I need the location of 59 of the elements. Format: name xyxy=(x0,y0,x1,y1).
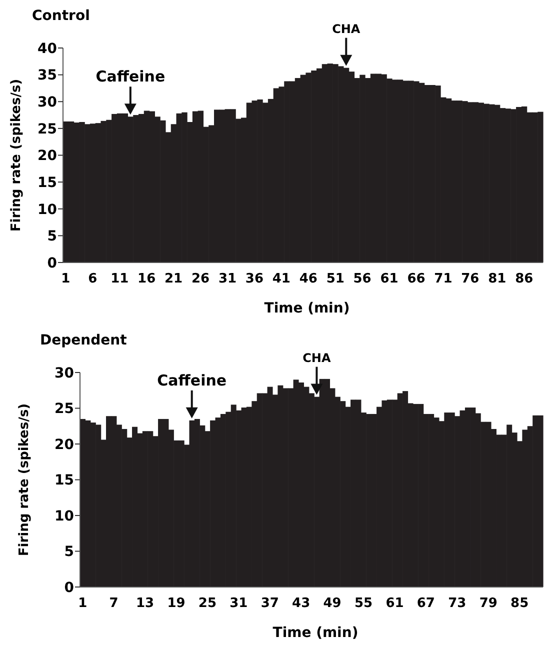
x-tick-label: 1 xyxy=(61,272,70,286)
x-tick-label: 55 xyxy=(354,596,373,611)
x-tick-label: 11 xyxy=(110,272,129,286)
x-tick-label: 61 xyxy=(386,596,404,611)
x-tick-label: 71 xyxy=(434,272,452,286)
y-tick-label: 5 xyxy=(64,544,74,560)
y-tick-label: 35 xyxy=(38,68,57,84)
annotation: Caffeine xyxy=(157,371,227,390)
chart-title: Control xyxy=(32,8,90,24)
x-axis-title: Time (min) xyxy=(264,300,350,316)
y-axis-title: Firing rate (spikes/s) xyxy=(17,403,32,556)
x-tick-label: 1 xyxy=(78,596,88,611)
x-tick-label: 61 xyxy=(380,272,398,286)
x-tick-label: 56 xyxy=(353,272,372,286)
x-axis-title: Time (min) xyxy=(272,625,358,641)
x-tick-label: 43 xyxy=(292,596,310,611)
y-tick-label: 5 xyxy=(47,228,57,245)
y-tick-label: 40 xyxy=(38,40,58,57)
chart-title: Dependent xyxy=(40,332,128,348)
y-tick-label: 25 xyxy=(54,401,74,418)
x-tick-label: 73 xyxy=(448,596,466,611)
y-tick-label: 0 xyxy=(64,580,74,596)
x-tick-label: 51 xyxy=(326,272,344,286)
x-tick-label: 7 xyxy=(109,596,118,611)
y-tick-label: 15 xyxy=(38,174,57,191)
y-tick-label: 10 xyxy=(38,202,58,218)
x-tick-label: 79 xyxy=(479,596,498,611)
x-tick-label: 46 xyxy=(299,272,318,286)
x-tick-label: 81 xyxy=(488,272,506,286)
y-tick-label: 10 xyxy=(54,508,74,524)
y-axis-title: Firing rate (spikes/s) xyxy=(9,78,24,232)
x-tick-label: 66 xyxy=(407,272,426,286)
x-tick-label: 6 xyxy=(88,272,98,286)
x-tick-label: 76 xyxy=(461,272,480,286)
x-tick-label: 31 xyxy=(230,596,248,611)
x-tick-label: 13 xyxy=(136,596,154,611)
x-tick-label: 67 xyxy=(416,596,435,611)
y-tick-label: 30 xyxy=(38,94,58,111)
x-tick-label: 41 xyxy=(272,272,290,286)
x-tick-label: 26 xyxy=(191,272,210,286)
x-tick-label: 19 xyxy=(167,596,186,611)
annotation: Caffeine xyxy=(96,68,166,86)
x-tick-label: 85 xyxy=(510,596,529,611)
y-tick-label: 25 xyxy=(38,121,57,138)
x-tick-label: 49 xyxy=(323,596,342,611)
annotation: CHA xyxy=(302,350,332,365)
x-tick-label: 36 xyxy=(245,272,264,286)
y-tick-label: 20 xyxy=(54,436,74,453)
y-tick-label: 0 xyxy=(47,255,58,272)
annotation: CHA xyxy=(332,22,361,36)
x-tick-label: 21 xyxy=(164,272,183,286)
y-tick-label: 30 xyxy=(54,365,74,382)
x-tick-label: 25 xyxy=(198,596,216,611)
y-tick-label: 20 xyxy=(38,148,58,164)
x-tick-label: 86 xyxy=(515,272,534,286)
y-tick-label: 15 xyxy=(54,472,74,489)
x-tick-label: 16 xyxy=(138,272,156,286)
x-tick-label: 37 xyxy=(260,596,279,611)
x-tick-label: 31 xyxy=(218,272,237,286)
